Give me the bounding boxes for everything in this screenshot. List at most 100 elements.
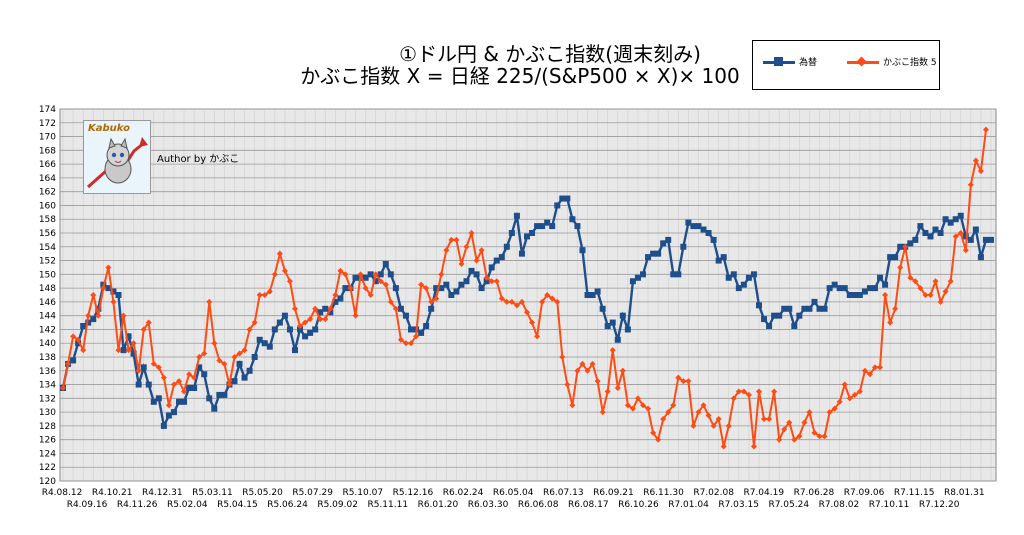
data-point-kabuko <box>327 305 334 312</box>
x-tick-label: R6.03.30 <box>468 500 509 510</box>
y-tick-label: 136 <box>39 367 56 377</box>
data-point-kabuko <box>246 326 253 333</box>
data-point-usdjpy <box>231 378 238 385</box>
data-point-usdjpy <box>640 271 646 278</box>
data-point-kabuko <box>766 416 773 422</box>
legend-label-usdjpy: 為替 <box>799 58 818 68</box>
data-point-usdjpy <box>710 236 717 243</box>
data-point-kabuko <box>640 402 646 409</box>
data-point-kabuko <box>191 374 198 381</box>
data-point-kabuko <box>952 233 959 240</box>
x-tick-label: R5.07.29 <box>292 488 333 498</box>
data-point-kabuko <box>634 395 641 402</box>
data-point-usdjpy <box>912 236 919 243</box>
data-point-kabuko <box>196 354 203 360</box>
data-point-usdjpy <box>181 398 188 405</box>
data-point-kabuko <box>937 298 944 305</box>
data-point-kabuko <box>801 419 808 426</box>
data-point-usdjpy <box>846 292 853 298</box>
data-point-kabuko <box>397 336 404 343</box>
data-point-usdjpy <box>322 305 329 312</box>
data-point-usdjpy <box>750 271 757 278</box>
data-point-kabuko <box>559 354 566 360</box>
data-point-kabuko <box>216 357 223 364</box>
data-point-kabuko <box>574 367 581 374</box>
data-point-usdjpy <box>90 316 97 323</box>
y-tick-label: 142 <box>39 325 56 335</box>
data-point-kabuko <box>730 395 737 402</box>
data-point-usdjpy <box>700 226 707 233</box>
data-point-kabuko <box>322 316 329 323</box>
data-point-kabuko <box>140 326 147 333</box>
data-point-kabuko <box>463 243 470 250</box>
x-tick-label: R5.06.24 <box>267 500 308 510</box>
data-point-usdjpy <box>634 274 641 281</box>
data-point-usdjpy <box>377 271 384 278</box>
data-point-kabuko <box>367 292 374 298</box>
x-tick-label: R5.03.11 <box>192 488 233 498</box>
data-point-usdjpy <box>695 223 702 230</box>
data-point-usdjpy <box>443 281 450 288</box>
data-point-kabuko <box>281 267 288 274</box>
data-point-kabuko <box>85 312 92 319</box>
data-point-kabuko <box>493 278 500 285</box>
x-tick-label: R5.09.02 <box>317 500 358 510</box>
x-tick-label: R5.04.15 <box>217 500 258 510</box>
x-tick-label: R7.09.06 <box>844 488 885 498</box>
data-point-kabuko <box>710 422 717 429</box>
data-point-usdjpy <box>483 278 490 285</box>
y-tick-label: 158 <box>39 215 56 225</box>
data-point-kabuko <box>483 274 490 281</box>
data-point-kabuko <box>276 250 283 257</box>
data-point-kabuko <box>468 230 475 236</box>
data-point-kabuko <box>872 364 878 371</box>
data-point-usdjpy <box>861 288 868 295</box>
x-tick-label: R6.06.08 <box>518 500 559 510</box>
data-point-kabuko <box>105 264 112 271</box>
x-tick-label: R5.10.07 <box>342 488 383 498</box>
data-point-kabuko <box>539 298 546 305</box>
data-point-usdjpy <box>665 236 672 243</box>
data-point-kabuko <box>387 298 394 305</box>
data-point-kabuko <box>569 402 576 409</box>
x-tick-label: R5.12.16 <box>393 488 434 498</box>
data-point-usdjpy <box>892 254 899 261</box>
data-point-kabuko <box>256 292 263 298</box>
x-tick-label: R4.11.26 <box>117 500 158 510</box>
data-point-usdjpy <box>211 405 218 412</box>
data-point-usdjpy <box>730 271 737 278</box>
x-tick-label: R5.11.11 <box>367 500 408 510</box>
data-point-usdjpy <box>271 326 278 333</box>
data-point-kabuko <box>629 405 636 412</box>
data-point-kabuko <box>286 278 293 285</box>
data-point-kabuko <box>811 429 818 436</box>
data-point-kabuko <box>115 347 122 354</box>
data-point-usdjpy <box>115 292 122 298</box>
data-point-kabuko <box>781 426 788 433</box>
data-point-usdjpy <box>191 385 198 391</box>
data-point-usdjpy <box>801 305 808 312</box>
data-point-kabuko <box>251 319 258 326</box>
data-point-usdjpy <box>554 202 561 209</box>
data-point-kabuko <box>337 267 344 274</box>
data-point-usdjpy <box>85 319 92 326</box>
data-point-usdjpy <box>453 288 460 295</box>
data-point-usdjpy <box>927 233 934 240</box>
data-point-usdjpy <box>130 350 137 357</box>
data-point-usdjpy <box>216 391 223 398</box>
data-point-kabuko <box>660 416 667 422</box>
x-tick-label: R6.05.04 <box>493 488 534 498</box>
data-point-usdjpy <box>468 267 475 274</box>
data-point-kabuko <box>609 347 616 354</box>
data-point-usdjpy <box>80 323 87 329</box>
data-point-kabuko <box>226 381 233 388</box>
data-point-usdjpy <box>418 329 425 336</box>
data-point-kabuko <box>266 288 273 295</box>
data-point-kabuko <box>579 360 586 367</box>
legend-label-kabuko: かぶこ指数 5 <box>883 58 937 68</box>
data-point-kabuko <box>776 436 783 443</box>
data-point-usdjpy <box>796 312 803 319</box>
data-point-kabuko <box>957 230 964 236</box>
data-point-usdjpy <box>367 271 374 278</box>
x-tick-label: R4.10.21 <box>92 488 133 498</box>
